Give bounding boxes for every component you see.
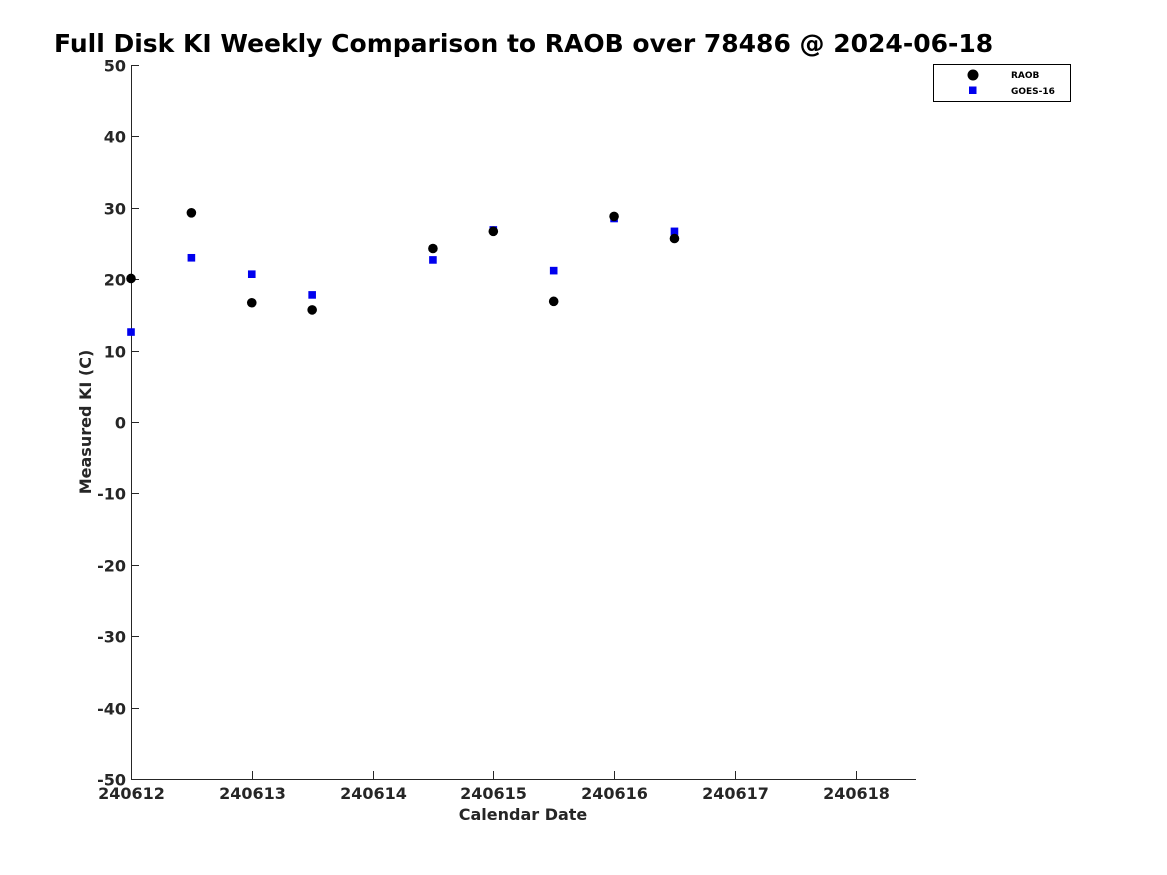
y-tick-label: 0: [115, 414, 126, 433]
raob-point: [488, 226, 499, 237]
legend-marker-goes16: [969, 86, 977, 94]
chart-title: Full Disk KI Weekly Comparison to RAOB o…: [54, 29, 993, 58]
y-tick-label: 30: [104, 200, 126, 219]
y-tick-label: 50: [104, 57, 126, 76]
raob-point: [246, 297, 257, 308]
y-tick-label: 20: [104, 271, 126, 290]
goes16-point: [187, 253, 196, 262]
data-points: [126, 207, 680, 336]
y-tick-label: -10: [97, 485, 126, 504]
raob-point: [548, 296, 559, 307]
goes16-point: [670, 227, 679, 236]
legend: RAOB GOES-16: [933, 64, 1071, 102]
x-tick-label: 240617: [702, 784, 769, 803]
raob-point: [609, 211, 619, 222]
x-tick-label: 240613: [219, 784, 286, 803]
y-tick-label: -20: [97, 557, 126, 576]
x-tick-label: 240614: [340, 784, 407, 803]
y-tick-label: -50: [97, 771, 126, 790]
legend-marker-raob: [967, 69, 979, 81]
legend-box: [933, 64, 1071, 102]
x-tick-label: 240618: [823, 784, 890, 803]
raob-point: [186, 207, 197, 218]
raob-point: [307, 305, 317, 315]
goes16-point: [308, 291, 316, 299]
y-axis-label: Measured KI (C): [76, 350, 95, 495]
goes16-point: [429, 256, 437, 264]
x-axis-label: Calendar Date: [459, 805, 588, 824]
legend-label-goes16: GOES-16: [1011, 87, 1055, 97]
raob-point: [126, 273, 136, 284]
raob-point: [428, 243, 438, 254]
x-tick-label: 240616: [581, 784, 648, 803]
x-tick-label: 240615: [460, 784, 527, 803]
goes16-point: [247, 270, 256, 279]
x-axis: 240612 240613 240614 240615 240616 240617 2406…: [98, 771, 916, 803]
y-axis: -50 -40 -30 -20 -10 0 10 20 30 40 50: [97, 57, 139, 790]
y-tick-label: -40: [97, 700, 126, 719]
raob-point: [669, 233, 680, 244]
y-tick-label: 10: [104, 343, 126, 362]
goes16-point: [127, 328, 135, 336]
y-tick-label: -30: [97, 628, 126, 647]
legend-label-raob: RAOB: [1011, 71, 1040, 81]
y-tick-label: 40: [104, 128, 126, 147]
x-tick-label: 240612: [98, 784, 165, 803]
goes16-point: [549, 266, 558, 275]
